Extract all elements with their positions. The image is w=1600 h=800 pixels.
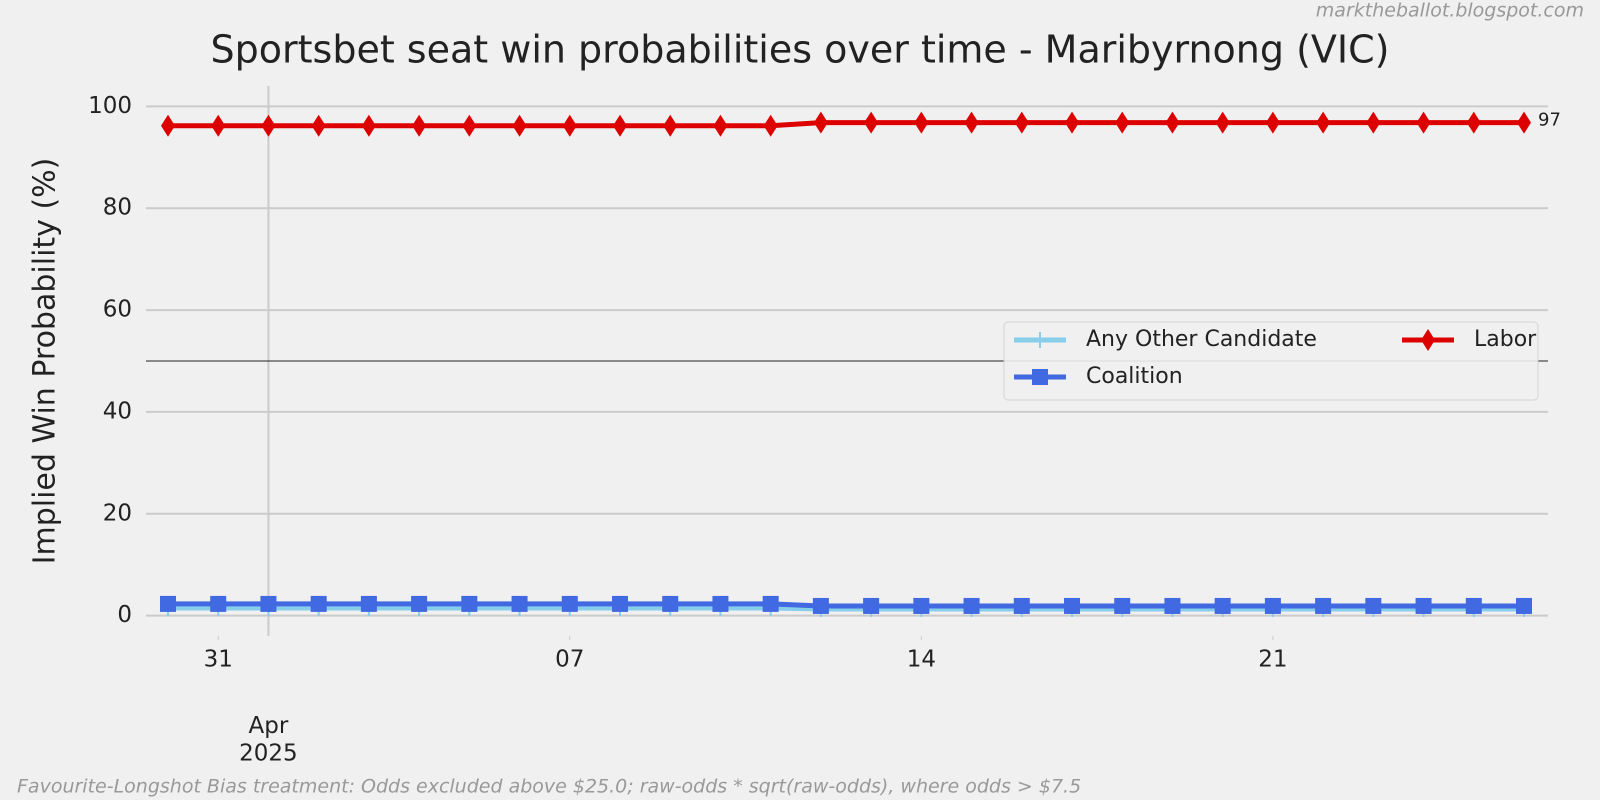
- footnote: Favourite-Longshot Bias treatment: Odds …: [17, 776, 1081, 798]
- point: [412, 114, 427, 137]
- point: [1014, 111, 1029, 134]
- point: [1214, 597, 1231, 614]
- point: [562, 114, 577, 137]
- y-tick-label: 40: [103, 398, 132, 424]
- point: [763, 114, 778, 137]
- point: [1465, 597, 1482, 614]
- point: [712, 595, 729, 612]
- y-tick-label: 80: [103, 195, 132, 221]
- point: [1165, 111, 1180, 134]
- point: [260, 595, 277, 612]
- point: [360, 595, 377, 612]
- point: [1316, 111, 1331, 134]
- x-tick-label: 31: [204, 647, 233, 673]
- x-tick-label: 21: [1258, 647, 1287, 673]
- point: [1064, 597, 1080, 614]
- point: [310, 595, 327, 612]
- legend-marker: [1421, 329, 1435, 351]
- point: [963, 597, 980, 614]
- point: [511, 595, 528, 612]
- y-tick-label: 20: [103, 500, 132, 526]
- series-line: [168, 601, 1524, 609]
- x-tick-label: 07: [555, 647, 584, 673]
- point: [1416, 111, 1431, 134]
- point: [1517, 111, 1531, 134]
- series-line: [168, 120, 1524, 129]
- point: [864, 111, 879, 134]
- watermark: marktheballot.blogspot.com: [1316, 0, 1584, 22]
- point: [461, 595, 478, 612]
- legend-item: Labor: [1402, 327, 1537, 352]
- point: [713, 114, 728, 137]
- point: [914, 111, 929, 134]
- point: [1013, 597, 1030, 614]
- y-tick-label: 60: [103, 297, 132, 323]
- point: [1516, 597, 1532, 614]
- point: [1164, 597, 1181, 614]
- point: [1365, 597, 1382, 614]
- point: [1065, 111, 1079, 134]
- y-tick-label: 100: [88, 93, 132, 119]
- point: [1315, 597, 1332, 614]
- point: [311, 114, 326, 137]
- y-tick-label: 0: [117, 602, 132, 628]
- point: [762, 595, 779, 612]
- point: [1366, 111, 1381, 134]
- point: [1265, 111, 1280, 134]
- x-tick-label: Apr 2025: [239, 713, 298, 767]
- point: [462, 114, 477, 137]
- legend-label: Coalition: [1086, 364, 1183, 389]
- point: [613, 114, 627, 137]
- point: [561, 595, 578, 612]
- point: [812, 597, 829, 614]
- legend-marker: [1032, 332, 1048, 348]
- point: [1466, 111, 1481, 134]
- point: [210, 595, 227, 612]
- point: [663, 114, 678, 137]
- end-label: 97: [1538, 110, 1561, 131]
- point: [1115, 111, 1130, 134]
- point: [1215, 111, 1230, 134]
- legend-label: Labor: [1474, 327, 1537, 352]
- x-tick-label: 14: [907, 647, 936, 673]
- legend-item: Coalition: [1014, 364, 1183, 389]
- chart-title: Sportsbet seat win probabilities over ti…: [211, 28, 1390, 72]
- series-line: [168, 605, 1524, 612]
- point: [211, 114, 226, 137]
- point: [512, 114, 527, 137]
- legend-item: Any Other Candidate: [1014, 327, 1317, 352]
- point: [964, 111, 979, 134]
- point: [1415, 597, 1432, 614]
- point: [161, 114, 175, 137]
- legend-label: Any Other Candidate: [1086, 327, 1317, 352]
- point: [863, 597, 880, 614]
- point: [1114, 597, 1131, 614]
- point: [813, 111, 828, 134]
- point: [612, 595, 628, 612]
- point: [361, 114, 376, 137]
- legend-marker: [1032, 369, 1048, 385]
- point: [1264, 597, 1281, 614]
- point: [662, 595, 679, 612]
- point: [411, 595, 428, 612]
- point: [160, 595, 176, 612]
- y-axis-label: Implied Win Probability (%): [28, 158, 63, 565]
- point: [261, 114, 276, 137]
- point: [913, 597, 930, 614]
